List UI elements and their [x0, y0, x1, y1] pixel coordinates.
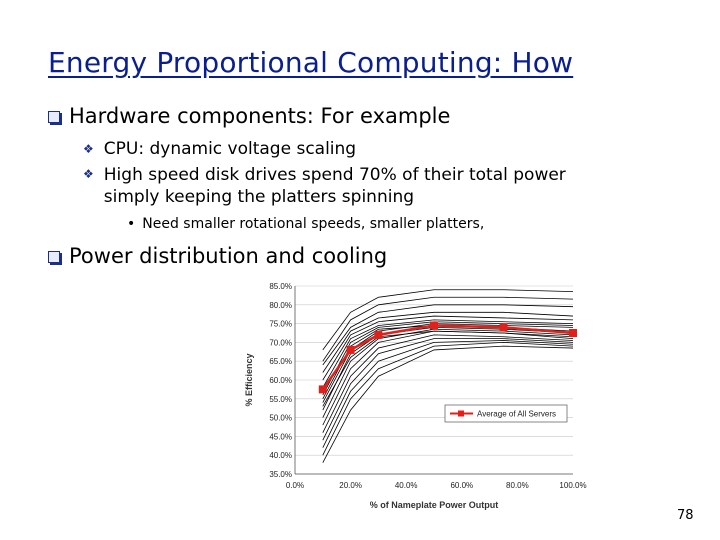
page-number: 78 [677, 508, 694, 523]
bullet-text: Hardware components: For example [69, 104, 451, 128]
average-point [499, 323, 508, 332]
server-line [322, 311, 574, 373]
bullet-hardware: Hardware components: For example [48, 104, 450, 128]
server-line [322, 341, 574, 456]
average-point [430, 321, 438, 330]
bullet-text: Power distribution and cooling [69, 244, 388, 268]
x-tick-label: 40.0% [395, 481, 418, 490]
server-line [322, 338, 574, 441]
y-tick-label: 60.0% [269, 376, 292, 385]
y-tick-label: 85.0% [269, 282, 292, 291]
server-line [322, 345, 574, 463]
average-point [318, 385, 327, 394]
average-point [346, 345, 355, 354]
y-tick-label: 45.0% [269, 432, 292, 441]
y-tick-label: 75.0% [269, 320, 292, 329]
bullet-power: Power distribution and cooling [48, 244, 387, 268]
x-tick-label: 80.0% [506, 481, 529, 490]
server-line [322, 334, 574, 433]
y-tick-label: 50.0% [269, 414, 292, 423]
square-bullet-icon [48, 251, 60, 263]
server-line [322, 304, 574, 366]
y-tick-label: 65.0% [269, 357, 292, 366]
y-axis-label: % Efficiency [244, 353, 254, 406]
y-tick-label: 80.0% [269, 301, 292, 310]
x-tick-label: 20.0% [339, 481, 362, 490]
efficiency-chart: 85.0% 80.0% 75.0% 70.0% 65.0% 60.0% 55.0% 50.0%… [244, 282, 587, 510]
x-tick-label: 0.0% [286, 481, 304, 490]
bullet-cpu: ❖ CPU: dynamic voltage scaling [83, 139, 356, 159]
server-line [322, 321, 574, 396]
server-line [322, 315, 574, 381]
y-tick-label: 55.0% [269, 395, 292, 404]
average-point [374, 330, 383, 339]
square-bullet-icon [48, 111, 60, 123]
bullet-text: Need smaller rotational speeds, smaller … [142, 216, 485, 232]
y-tick-label: 35.0% [269, 470, 292, 479]
bullet-text: CPU: dynamic voltage scaling [103, 139, 357, 159]
diamond-bullet-icon: ❖ [83, 167, 94, 181]
bullet-smaller: • Need smaller rotational speeds, smalle… [127, 216, 484, 232]
legend-label: Average of All Servers [477, 410, 556, 419]
average-point [569, 329, 577, 337]
x-tick-label: 100.0% [559, 481, 586, 490]
legend-marker [458, 410, 464, 417]
legend-box [444, 404, 568, 423]
server-line [322, 319, 574, 388]
y-tick-label: 70.0% [269, 338, 292, 347]
server-line [322, 289, 574, 351]
bullet-text: High speed disk drives spend 70% of thei… [103, 165, 566, 207]
server-line [322, 296, 574, 362]
dot-bullet-icon: • [127, 216, 136, 232]
server-line [322, 340, 574, 448]
average-line [321, 324, 574, 391]
bullet-disk: ❖ High speed disk drives spend 70% of th… [83, 164, 624, 208]
y-tick-label: 40.0% [269, 451, 292, 460]
slide-title: Energy Proportional Computing: How [48, 46, 574, 79]
server-line [322, 330, 574, 426]
diamond-bullet-icon: ❖ [83, 142, 94, 156]
x-tick-label: 60.0% [450, 481, 473, 490]
x-axis-label: % of Nameplate Power Output [370, 500, 499, 510]
